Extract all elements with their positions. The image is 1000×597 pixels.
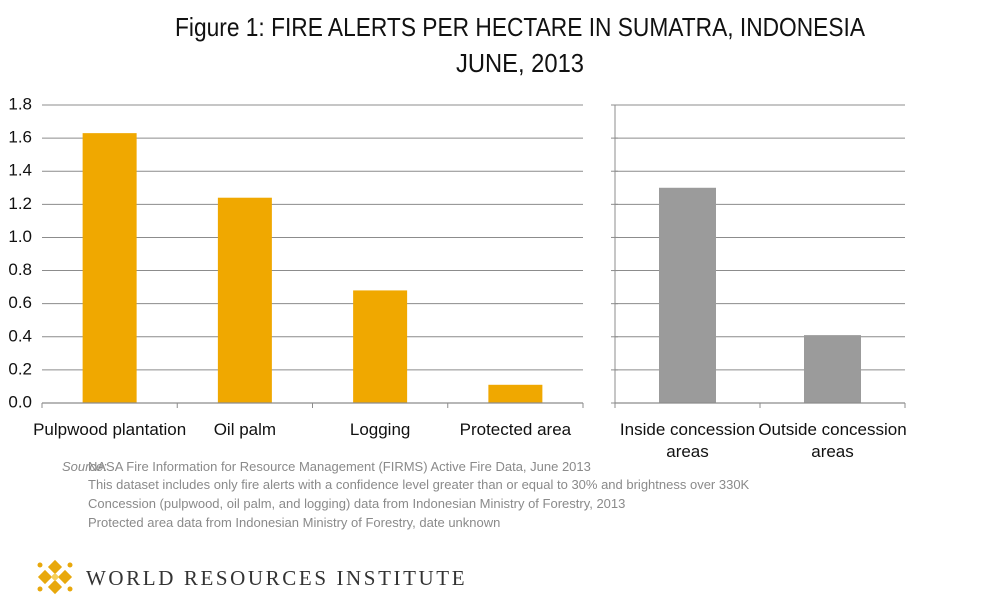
chart-title: Figure 1: FIRE ALERTS PER HECTARE IN SUM… xyxy=(175,12,866,42)
bar xyxy=(659,187,716,403)
x-tick-label: Oil palm xyxy=(213,420,277,439)
x-tick-label: Pulpwood plantation xyxy=(33,420,187,439)
organization-name: WORLD RESOURCES INSTITUTE xyxy=(86,566,468,590)
x-tick-label: Protected area xyxy=(459,420,572,439)
x-tick-label: Outside concession areas xyxy=(758,420,907,461)
y-tick-label: 1.0 xyxy=(8,227,32,246)
source-label: Source: xyxy=(62,459,107,474)
source-line: This dataset includes only fire alerts w… xyxy=(88,477,750,492)
source-line: NASA Fire Information for Resource Manag… xyxy=(88,459,591,474)
y-tick-label: 1.4 xyxy=(8,161,32,180)
bar xyxy=(353,290,408,403)
bar xyxy=(82,133,137,403)
source-line: Protected area data from Indonesian Mini… xyxy=(88,515,501,530)
y-tick-label: 1.8 xyxy=(8,94,32,113)
x-tick-label: Logging xyxy=(349,420,411,439)
y-tick-label: 0.0 xyxy=(8,392,32,411)
source-line: Concession (pulpwood, oil palm, and logg… xyxy=(88,496,626,511)
y-tick-label: 0.8 xyxy=(8,260,32,279)
x-tick-label: Inside concession areas xyxy=(619,420,756,461)
y-tick-label: 0.4 xyxy=(8,326,32,345)
y-tick-label: 0.6 xyxy=(8,293,32,312)
bar xyxy=(488,384,543,403)
y-tick-label: 0.2 xyxy=(8,359,32,378)
y-tick-label: 1.6 xyxy=(8,128,32,147)
logo-icon xyxy=(37,559,73,595)
bar xyxy=(217,197,272,403)
y-tick-label: 1.2 xyxy=(8,194,32,213)
chart-subtitle: JUNE, 2013 xyxy=(456,48,584,78)
bar xyxy=(804,335,861,403)
